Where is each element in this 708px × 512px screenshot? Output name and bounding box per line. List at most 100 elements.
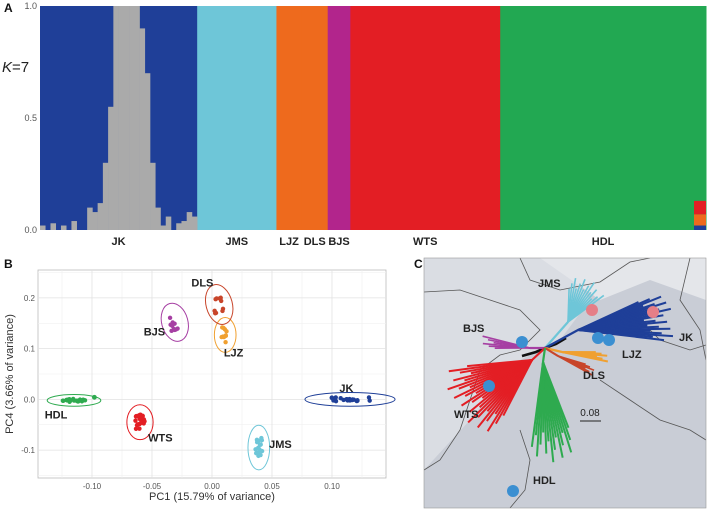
map-sample-marker xyxy=(507,485,519,497)
structure-admix-bar xyxy=(40,225,46,230)
pca-ellipse-hdl xyxy=(46,393,102,407)
structure-admix-bar xyxy=(50,223,57,230)
pca-point-hdl xyxy=(68,398,73,403)
pca-point-jk xyxy=(355,398,360,403)
pca-xtick-label: -0.05 xyxy=(143,482,162,491)
pca-point-jms xyxy=(258,442,263,447)
map-boundary-6 xyxy=(679,258,706,361)
map-sample-marker xyxy=(592,332,604,344)
structure-hdl-tail-red xyxy=(694,200,706,215)
structure-admix-bar xyxy=(134,6,140,230)
pca-label-jms: JMS xyxy=(269,439,292,451)
tree-label-hdl: HDL xyxy=(533,475,556,487)
tree-branch-wts xyxy=(531,347,546,361)
tree-label-jms: JMS xyxy=(538,278,561,290)
tree-label-bjs: BJS xyxy=(463,323,484,335)
pca-ellipse-bjs xyxy=(160,302,189,342)
structure-hdl-tail-orange xyxy=(694,214,706,226)
tree-label-dls: DLS xyxy=(583,370,605,382)
map-frame xyxy=(423,257,707,509)
k-italic: K xyxy=(2,59,13,76)
map-sample-marker xyxy=(603,334,615,346)
pca-point-jk xyxy=(345,398,350,403)
pca-label-jk: JK xyxy=(339,383,353,395)
structure-group-wts xyxy=(350,6,501,230)
pca-xtick-label: 0.05 xyxy=(264,482,280,491)
tree-label-jk: JK xyxy=(679,332,693,344)
map-boundary xyxy=(424,289,541,471)
map-sample-marker xyxy=(586,304,598,316)
pca-point-hdl xyxy=(74,398,79,403)
structure-label-bjs: BJS xyxy=(328,236,349,248)
structure-ytick-label: 0.5 xyxy=(24,113,37,123)
structure-label-ljz: LJZ xyxy=(279,236,299,248)
structure-group-ljz xyxy=(276,6,303,230)
structure-admix-bar xyxy=(102,162,109,230)
structure-ytick-label: 1.0 xyxy=(24,1,37,11)
pca-ytick-label: -0.1 xyxy=(21,446,35,455)
structure-admix-bar xyxy=(191,216,198,230)
pca-point-jms xyxy=(259,438,265,443)
structure-admix-bar xyxy=(71,221,77,230)
structure-group-bjs xyxy=(327,6,351,230)
pca-point-ljz xyxy=(223,339,228,345)
structure-label-wts: WTS xyxy=(413,236,437,248)
pca-point-wts xyxy=(139,414,144,420)
structure-admix-bar xyxy=(176,223,182,230)
structure-admix-bar xyxy=(150,162,156,230)
structure-admix-bar xyxy=(60,225,67,230)
pca-plot: -0.10 -0.05 0.00 0.05 0.10 -0.1 0.0 0.1 0.2 PC1 (… xyxy=(4,269,396,503)
structure-admix-bar xyxy=(118,6,125,230)
structure-admix-bar xyxy=(155,207,161,230)
pca-ellipse-dls xyxy=(204,284,234,325)
pca-point-bjs xyxy=(172,321,177,326)
pca-label-dls: DLS xyxy=(191,278,213,290)
pca-point-hdl xyxy=(79,399,85,404)
pca-xtick-label: 0.10 xyxy=(324,482,340,491)
map-upper-region xyxy=(540,258,706,300)
pca-point-jk xyxy=(367,398,372,403)
phylo-tree: JMS JK BJS LJZ DLS WTS HDL 0.08 xyxy=(447,277,693,497)
pca-point-jms xyxy=(259,448,265,454)
tree-leaf-jk xyxy=(577,329,665,342)
tree-scale-label: 0.08 xyxy=(580,408,600,419)
pca-ytick-label: 0.1 xyxy=(24,345,36,354)
pca-point-bjs xyxy=(171,326,177,332)
pca-ellipse-ljz xyxy=(213,316,237,353)
pca-xlabel: PC1 (15.79% of variance) xyxy=(149,491,275,503)
pca-point-jms xyxy=(258,452,263,458)
pca-point-ljz xyxy=(219,334,224,340)
structure-label-hdl: HDL xyxy=(592,236,615,248)
structure-group-jms xyxy=(197,6,277,230)
structure-k-label: K=7 xyxy=(2,59,29,76)
structure-admix-bar xyxy=(165,216,172,230)
pca-point-wts xyxy=(142,419,147,424)
panel-a-letter: A xyxy=(4,1,13,15)
map-sample-marker xyxy=(647,306,659,318)
tree-label-ljz: LJZ xyxy=(622,349,642,361)
structure-admix-bar xyxy=(144,73,151,230)
map-sample-marker xyxy=(516,336,528,348)
pca-point-jk xyxy=(329,395,335,400)
pca-ellipse-wts xyxy=(126,404,154,441)
tree-branch-jk xyxy=(544,329,579,349)
pca-point-jk xyxy=(349,397,355,403)
tree-branch-dls xyxy=(544,347,559,357)
pca-point-jms xyxy=(256,446,261,451)
structure-admix-bar xyxy=(186,212,193,230)
structure-label-dls: DLS xyxy=(304,236,326,248)
tree-leaf-jms xyxy=(567,294,605,323)
structure-label-jms: JMS xyxy=(225,236,248,248)
pca-ylabel: PC4 (3.66% of variance) xyxy=(4,314,16,434)
structure-admix-bar xyxy=(129,6,135,230)
structure-ytick-label: 0.0 xyxy=(24,225,37,235)
pca-ytick-label: 0.2 xyxy=(24,294,36,303)
map-sample-marker xyxy=(483,380,495,392)
tree-leaf-ljz xyxy=(561,351,609,363)
pca-ellipse-jk xyxy=(304,392,396,407)
structure-group-dls xyxy=(301,6,329,230)
map-boundary-4 xyxy=(599,379,706,441)
pca-point-hdl xyxy=(92,394,97,400)
pca-label-wts: WTS xyxy=(148,432,172,444)
pca-point-jk xyxy=(341,397,346,403)
